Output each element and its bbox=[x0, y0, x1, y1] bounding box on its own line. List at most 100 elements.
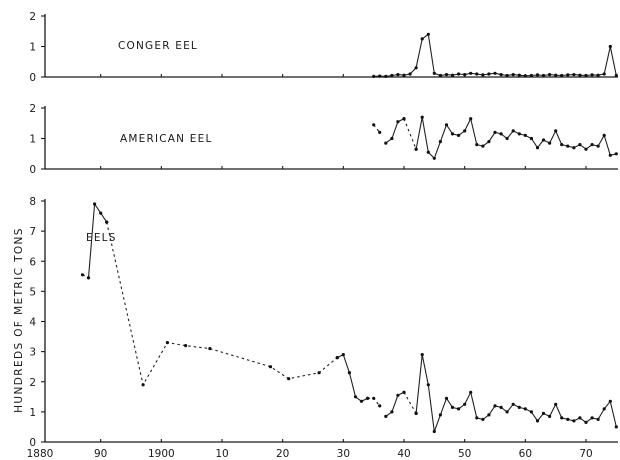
data-point bbox=[372, 74, 376, 78]
data-point bbox=[469, 71, 473, 75]
data-point bbox=[457, 407, 461, 411]
data-point bbox=[444, 396, 449, 400]
data-point bbox=[414, 147, 418, 151]
data-point bbox=[353, 395, 358, 399]
data-point bbox=[457, 133, 461, 137]
data-point bbox=[384, 74, 388, 78]
data-point bbox=[317, 371, 321, 375]
data-point bbox=[463, 129, 467, 133]
x-tick-label: 10 bbox=[215, 448, 228, 460]
data-point bbox=[141, 383, 145, 387]
data-point bbox=[450, 73, 455, 77]
panel-annotation: AMERICAN EEL bbox=[120, 133, 213, 145]
data-point bbox=[438, 140, 442, 144]
data-point bbox=[463, 73, 467, 77]
data-point bbox=[535, 146, 540, 150]
x-tick-label: 20 bbox=[276, 448, 289, 460]
data-point bbox=[481, 144, 485, 148]
data-point bbox=[475, 72, 479, 76]
data-point bbox=[584, 73, 588, 78]
data-point bbox=[517, 73, 521, 77]
data-point bbox=[457, 72, 461, 76]
y-tick-label: 0 bbox=[29, 164, 36, 176]
series-line bbox=[385, 391, 405, 417]
series-line bbox=[373, 33, 617, 77]
data-point bbox=[432, 429, 436, 434]
data-point bbox=[335, 356, 339, 360]
data-point bbox=[499, 73, 503, 77]
data-point bbox=[420, 353, 424, 357]
data-point bbox=[287, 377, 291, 381]
data-point bbox=[499, 405, 503, 409]
american-eel-panel: 0 1 2 AMERICAN EEL bbox=[29, 103, 618, 176]
data-point bbox=[469, 117, 473, 121]
data-point bbox=[268, 365, 273, 369]
series-line-interpolated bbox=[106, 221, 338, 387]
data-point bbox=[444, 73, 449, 77]
data-point bbox=[402, 117, 406, 121]
data-point bbox=[614, 152, 618, 156]
data-point bbox=[541, 73, 546, 78]
x-tick-label: 30 bbox=[337, 448, 350, 460]
x-tick-label: 90 bbox=[94, 448, 107, 460]
data-point bbox=[481, 73, 485, 77]
data-point bbox=[390, 136, 394, 141]
data-point bbox=[438, 73, 442, 78]
data-point bbox=[535, 419, 540, 423]
data-point bbox=[548, 141, 552, 145]
data-point bbox=[493, 404, 497, 408]
data-point bbox=[529, 136, 534, 141]
data-point bbox=[481, 417, 485, 421]
data-point bbox=[444, 123, 449, 127]
data-point bbox=[554, 73, 558, 77]
data-point bbox=[475, 416, 479, 420]
data-point bbox=[378, 404, 382, 408]
data-point bbox=[390, 73, 394, 78]
data-point bbox=[584, 420, 588, 424]
data-point bbox=[347, 371, 351, 375]
series-line bbox=[87, 202, 108, 278]
y-axis-label: HUNDREDS OF METRIC TONS bbox=[13, 227, 25, 413]
data-point bbox=[602, 407, 606, 411]
x-tick-label: 70 bbox=[579, 448, 592, 460]
data-point bbox=[420, 115, 424, 119]
data-point bbox=[523, 133, 527, 137]
data-point bbox=[548, 414, 552, 418]
data-point bbox=[517, 405, 521, 409]
data-point bbox=[165, 341, 169, 345]
data-point bbox=[541, 411, 546, 415]
data-point bbox=[384, 414, 388, 418]
data-point bbox=[614, 73, 618, 78]
data-point bbox=[208, 347, 212, 351]
data-point bbox=[493, 71, 497, 75]
data-point bbox=[487, 72, 491, 76]
data-point bbox=[511, 129, 515, 133]
data-point bbox=[608, 399, 612, 403]
data-point bbox=[80, 273, 85, 277]
data-point bbox=[535, 73, 540, 77]
data-point bbox=[487, 413, 491, 417]
series-line bbox=[337, 353, 368, 402]
x-tick-label: 60 bbox=[519, 448, 532, 460]
total-eels-panel: 0 1 2 3 4 5 6 7 8 1880 90 1900 10 20 30 40 50 60 70 EELS bbox=[27, 196, 618, 460]
data-point bbox=[396, 73, 400, 77]
y-tick-label: 2 bbox=[29, 103, 36, 115]
data-point bbox=[560, 143, 564, 147]
data-point bbox=[511, 402, 515, 406]
y-tick-label: 0 bbox=[29, 437, 36, 449]
data-point bbox=[517, 132, 521, 136]
data-point bbox=[378, 130, 382, 134]
data-point bbox=[590, 416, 594, 420]
data-point bbox=[529, 73, 534, 78]
data-point bbox=[505, 410, 509, 414]
data-point bbox=[596, 417, 600, 421]
data-point bbox=[469, 390, 473, 394]
conger-eel-panel: 0 1 2 CONGER EEL bbox=[29, 11, 618, 84]
x-tick-label: 40 bbox=[397, 448, 410, 460]
series-line bbox=[385, 118, 405, 144]
data-point bbox=[511, 73, 515, 77]
data-point bbox=[426, 32, 430, 36]
data-point bbox=[450, 405, 455, 409]
data-point bbox=[523, 407, 527, 411]
